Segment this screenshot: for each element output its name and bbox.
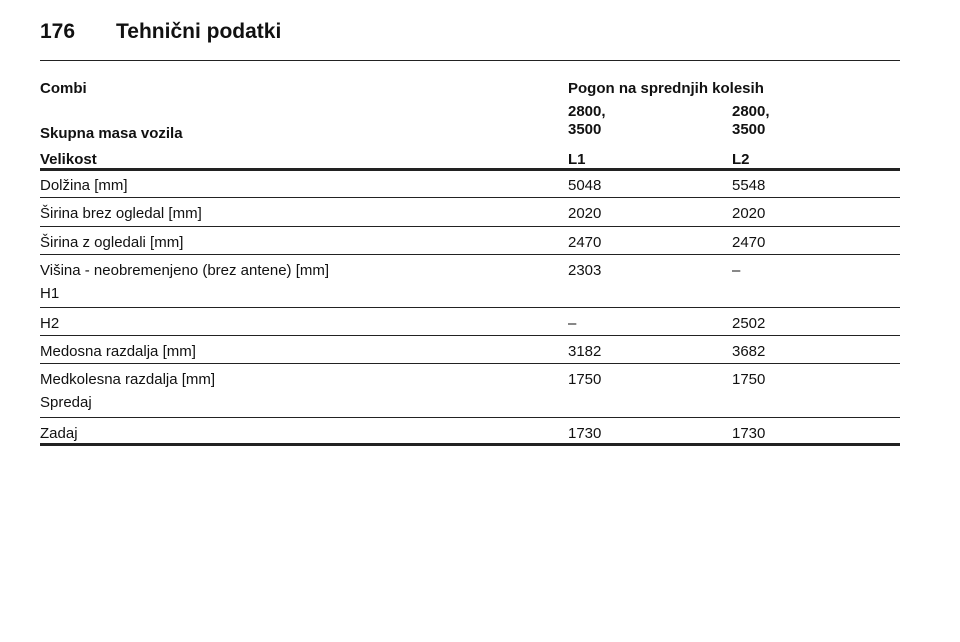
row-label: Dolžina [mm]: [40, 177, 128, 194]
row-value-col2: 2020: [732, 205, 766, 222]
row-label: Širina z ogledali [mm]: [40, 234, 184, 251]
size-label: Velikost: [40, 151, 97, 168]
table-row: H2 – 2502: [40, 308, 900, 336]
row-value-col2: 3682: [732, 343, 766, 360]
row-value-col1: 5048: [568, 177, 602, 194]
mass-value-col1-line2: 3500: [568, 121, 602, 138]
table-head-row-mass: Skupna masa vozila 2800, 3500 2800, 3500: [40, 95, 900, 145]
mass-value-col2-line2: 3500: [732, 121, 766, 138]
mass-value-col1-line1: 2800,: [568, 103, 606, 120]
table-row: Širina z ogledali [mm] 2470 2470: [40, 227, 900, 255]
table-head-row-vehicle: Combi Pogon na sprednjih kolesih: [40, 61, 900, 97]
mass-value-col1: 2800, 3500: [568, 103, 606, 139]
mass-value-col2-line1: 2800,: [732, 103, 770, 120]
row-value-col1: 2020: [568, 205, 602, 222]
table-row: Višina - neobremenjeno (brez antene) [mm…: [40, 255, 900, 308]
row-value-col1: –: [568, 315, 577, 332]
drive-label: Pogon na sprednjih kolesih: [568, 80, 764, 97]
row-value-col1: 1750: [568, 371, 602, 388]
row-value-col1: 1730: [568, 425, 602, 442]
mass-value-col2: 2800, 3500: [732, 103, 770, 139]
row-value-col1: 2303: [568, 262, 602, 279]
table-row: Zadaj 1730 1730: [40, 418, 900, 446]
page-title: Tehnični podatki: [116, 20, 282, 43]
row-value-col2: 5548: [732, 177, 766, 194]
row-value-col2: 2502: [732, 315, 766, 332]
table-row: Širina brez ogledal [mm] 2020 2020: [40, 198, 900, 227]
row-value-col2: 1730: [732, 425, 766, 442]
row-label: Višina - neobremenjeno (brez antene) [mm…: [40, 262, 330, 279]
row-value-col2: 2470: [732, 234, 766, 251]
table-row: Dolžina [mm] 5048 5548: [40, 171, 900, 198]
row-value-col2: 1750: [732, 371, 766, 388]
table-head-row-size: Velikost L1 L2: [40, 145, 900, 171]
row-label: Medosna razdalja [mm]: [40, 343, 196, 360]
mass-label: Skupna masa vozila: [40, 125, 183, 142]
size-value-col2: L2: [732, 151, 750, 168]
row-sublabel: H1: [40, 285, 60, 302]
page-header: 176 Tehnični podatki: [40, 20, 900, 44]
specs-table: Combi Pogon na sprednjih kolesih Skupna …: [40, 61, 900, 446]
table-row: Medkolesna razdalja [mm] Spredaj 1750 17…: [40, 364, 900, 418]
page-number: 176: [40, 20, 76, 43]
row-value-col1: 2470: [568, 234, 602, 251]
table-row: Medosna razdalja [mm] 3182 3682: [40, 336, 900, 364]
row-label: Medkolesna razdalja [mm]: [40, 371, 216, 388]
row-label: Širina brez ogledal [mm]: [40, 205, 202, 222]
header-divider: [40, 60, 900, 61]
row-sublabel: Spredaj: [40, 394, 92, 411]
row-label: H2: [40, 315, 60, 332]
row-value-col1: 3182: [568, 343, 602, 360]
row-label: Zadaj: [40, 425, 78, 442]
size-value-col1: L1: [568, 151, 586, 168]
vehicle-label: Combi: [40, 80, 87, 97]
row-value-col2: –: [732, 262, 741, 279]
